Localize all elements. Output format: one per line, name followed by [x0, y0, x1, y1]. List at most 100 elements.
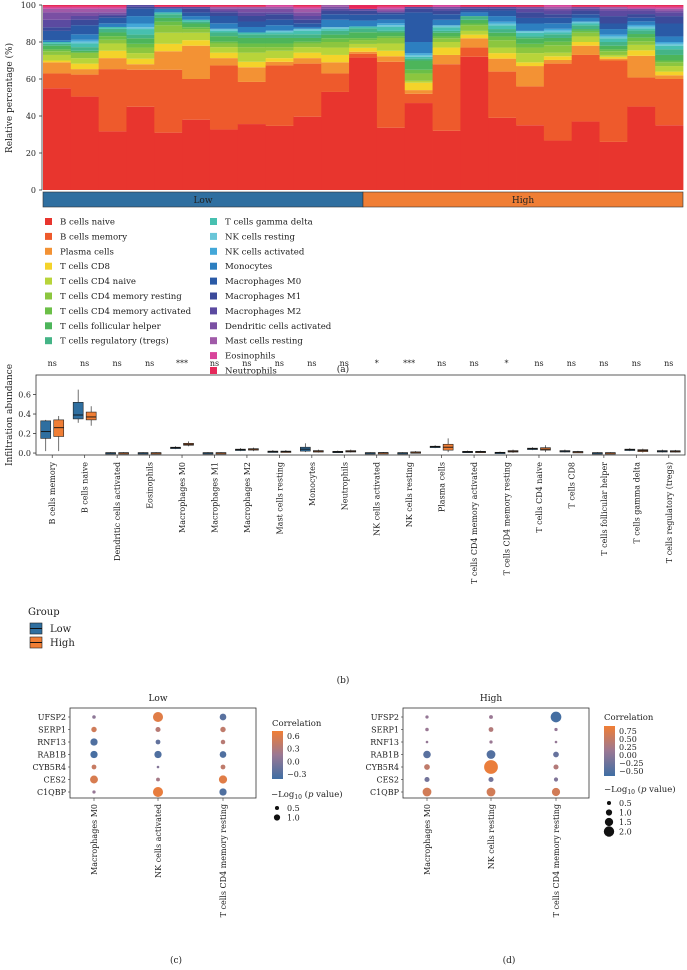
colorbar-tick-label: 0.25 — [619, 743, 637, 752]
bar-segment-nk-cells-resting — [655, 43, 684, 46]
significance-label: ns — [112, 359, 121, 368]
panel-label-b: (b) — [337, 675, 350, 686]
size-key-dot — [606, 800, 612, 806]
bar-segment-monocytes — [543, 23, 573, 29]
bar-segment-macrophages-m2 — [599, 10, 628, 17]
y-tick-label: 60 — [26, 75, 36, 84]
bar-segment-monocytes — [321, 19, 350, 28]
bar-segment-macrophages-m0 — [627, 17, 656, 22]
y-tick-label: 0.2 — [18, 430, 31, 439]
bar-segment-nk-cells-activated — [126, 23, 155, 28]
bar-segment-macrophages-m2 — [349, 8, 378, 11]
legend-title-logp: −Log10 (p value) — [604, 784, 676, 796]
bar-segment-macrophages-m0 — [70, 25, 100, 35]
bar-segment-macrophages-m0 — [209, 15, 239, 24]
bar-segment-t-cells-cd8 — [432, 47, 461, 55]
size-key-dot — [605, 809, 613, 816]
panel-d-dots: UFSP2 SERP1 RNF13 RAB1B CYB5R4 CES2 C1QBP Macro… — [366, 711, 562, 917]
bar-segment-t-cells-cd4-memory-resting — [182, 29, 211, 33]
bar-segment-t-cells-regulatory-tregs — [488, 29, 517, 33]
bar-segment-eosinophils — [293, 6, 322, 9]
panel-b: Infiltration abundance 0.0 0.2 0.4 0.6 ns B … — [5, 359, 686, 649]
y-tick-label: 0.6 — [18, 391, 31, 400]
bar-segment-eosinophils — [70, 6, 100, 9]
bar-segment-t-cells-gamma-delta — [98, 26, 127, 29]
panel-a-bars — [43, 5, 684, 190]
legend-label-t-cells-regulatory-tregs: T cells regulatory (tregs) — [60, 336, 169, 347]
bar-segment-plasma-cells — [599, 58, 628, 61]
colorbar — [272, 731, 283, 779]
bar-segment-macrophages-m0 — [404, 12, 433, 42]
bar-segment-eosinophils — [655, 6, 684, 9]
dot-c1qbp-macrophages-m0 — [422, 787, 432, 797]
x-tick-label: NK cells activated — [373, 462, 382, 536]
bar-segment-macrophages-m2 — [43, 19, 72, 28]
bar-segment-t-cells-regulatory-tregs — [543, 34, 573, 38]
significance-label: * — [505, 359, 509, 368]
bar-segment-t-cells-cd4-memory-activated — [571, 30, 600, 33]
bar-segment-mast-cells-resting — [237, 6, 267, 9]
panel-a-ylabel: Relative percentage (%) — [4, 43, 15, 153]
bar-segment-monocytes — [209, 23, 239, 29]
dot-c1qbp-nk-cells-activated — [152, 786, 164, 798]
bar-segment-t-cells-follicular-helper — [655, 54, 684, 61]
x-tick-label: NK cells resting — [405, 462, 414, 527]
bar-segment-t-cells-cd4-naive — [70, 58, 100, 64]
bar-segment-t-cells-gamma-delta — [349, 26, 378, 29]
bar-segment-eosinophils — [627, 6, 656, 9]
bar-segment-nk-cells-activated — [376, 23, 406, 26]
dot-rab1b-macrophages-m0 — [90, 750, 98, 759]
gene-label: C1QBP — [37, 788, 67, 797]
bar-segment-macrophages-m2 — [293, 15, 322, 20]
box-group-b-cells-naive: ns B cells naive — [72, 359, 97, 513]
gene-label: UFSP2 — [371, 713, 399, 722]
legend-swatch-mast-cells-resting — [210, 337, 217, 345]
bar-segment-plasma-cells — [209, 58, 239, 66]
bar-segment-t-cells-gamma-delta — [404, 56, 433, 59]
bar-segment-monocytes — [488, 16, 517, 22]
colorbar-ticks: 0.6 0.3 0.0 −0.3 — [287, 732, 306, 779]
bar-segment-t-cells-cd8 — [627, 50, 656, 56]
bar-segment-t-cells-cd4-memory-activated — [182, 27, 211, 30]
bar-segment-b-cells-memory — [70, 74, 100, 97]
bar-segment-macrophages-m0 — [599, 23, 628, 30]
bar-segment-t-cells-cd4-memory-resting — [154, 25, 183, 33]
bar-segment-mast-cells-resting — [321, 5, 350, 7]
bar-segment-macrophages-m1 — [488, 8, 517, 11]
gene-label: RAB1B — [37, 751, 66, 760]
bar-segment-mast-cells-resting — [376, 8, 406, 11]
bar-segment-macrophages-m0 — [460, 10, 489, 13]
colorbar-tick-label: 0.6 — [287, 732, 300, 741]
size-key-dot — [604, 817, 614, 827]
bar-segment-monocytes — [432, 19, 461, 26]
bar-segment-macrophages-m2 — [98, 14, 127, 16]
dot-rnf13-nk-cells-resting — [489, 740, 493, 744]
box-group-t-cells-cd4-naive: ns T cells CD4 naive — [527, 359, 551, 533]
panel-label-a: (a) — [337, 364, 349, 375]
bar-segment-b-cells-naive — [349, 57, 378, 190]
bar-segment-macrophages-m2 — [627, 10, 656, 15]
bar-segment-t-cells-cd4-memory-resting — [98, 39, 127, 44]
dot-cyb5r4-nk-cells-resting — [484, 760, 498, 774]
bar-segment-t-cells-cd4-memory-resting — [488, 40, 517, 48]
panel-d-color-legend: Correlation 0.750.500.250.00−0.25−0.50 — [604, 713, 654, 776]
bar-segment-plasma-cells — [182, 45, 211, 79]
dot-rab1b-t-cells-cd4-memory-resting — [219, 751, 227, 758]
bar-segment-monocytes — [349, 20, 378, 27]
bar-segment-t-cells-cd4-memory-activated — [599, 49, 628, 52]
box-group-t-cells-cd8: ns T cells CD8 — [559, 359, 584, 508]
x-tick-label: T cells CD4 memory resting — [503, 462, 512, 575]
bar-segment-monocytes — [516, 23, 545, 31]
bar-segment-t-cells-cd4-memory-activated — [376, 36, 406, 38]
significance-label: *** — [403, 359, 415, 368]
colorbar-ticks: 0.750.500.250.00−0.25−0.50 — [619, 727, 644, 776]
bar-segment-t-cells-cd4-memory-activated — [126, 43, 155, 48]
bar-segment-macrophages-m2 — [209, 10, 239, 13]
dot-c1qbp-t-cells-cd4-memory-resting — [551, 787, 561, 797]
significance-label: ns — [80, 359, 89, 368]
bar-segment-nk-cells-resting — [321, 27, 350, 30]
bar-segment-t-cells-follicular-helper — [516, 38, 545, 44]
bar-segment-macrophages-m0 — [98, 17, 127, 24]
dot-rab1b-t-cells-cd4-memory-resting — [553, 751, 559, 758]
legend-swatch-macrophages-m1 — [210, 292, 217, 300]
